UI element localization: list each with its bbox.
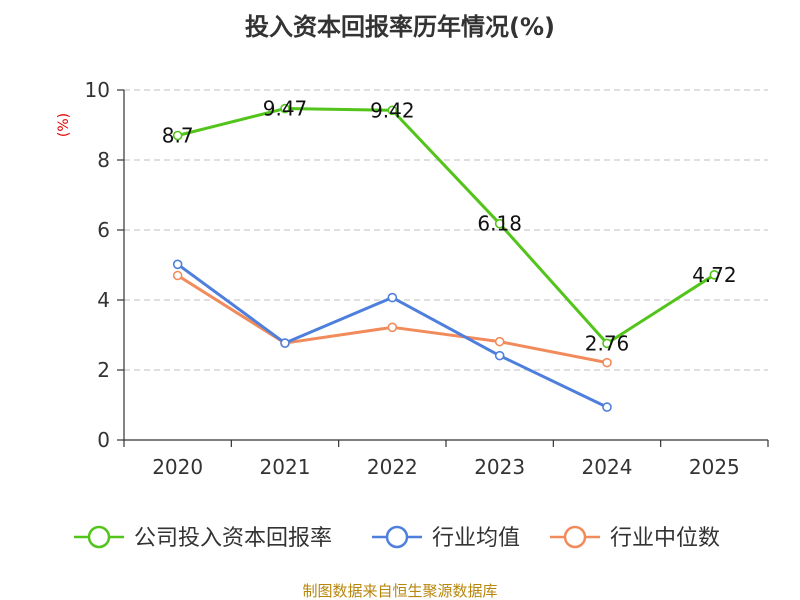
data-label: 4.72 — [692, 263, 737, 287]
series-line — [176, 274, 608, 365]
data-point — [494, 350, 505, 361]
data-point — [387, 292, 398, 303]
x-tick-label: 2021 — [260, 455, 311, 479]
x-tick-label: 2025 — [689, 455, 740, 479]
legend-label: 行业中位数 — [610, 526, 720, 551]
data-point — [387, 105, 398, 116]
axes: 0 2 4 6 8 10 2020 2021 2022 2023 2024 2025 — [85, 78, 769, 479]
data-point — [280, 103, 290, 114]
x-tick-label: 2024 — [582, 455, 633, 479]
series-line — [176, 263, 608, 409]
y-tick-label: 2 — [97, 358, 110, 382]
legend-marker — [87, 525, 111, 549]
x-tick-label: 2020 — [152, 455, 203, 479]
legend-label: 行业均值 — [432, 526, 520, 551]
data-point — [172, 270, 183, 281]
x-tick-label: 2023 — [474, 455, 525, 479]
data-point — [387, 322, 398, 333]
data-point — [709, 269, 720, 280]
legend-marker — [563, 525, 587, 549]
y-tick-label: 10 — [85, 78, 110, 102]
data-label: 9.42 — [370, 98, 415, 122]
chart-title: 投入资本回报率历年情况(%) — [245, 13, 555, 41]
x-tick-label: 2022 — [367, 455, 418, 479]
data-label: 2.76 — [585, 331, 630, 355]
y-axis-unit-label: (%) — [56, 113, 72, 137]
legend-label: 公司投入资本回报率 — [134, 526, 332, 551]
data-point — [280, 338, 290, 348]
y-tick-label: 8 — [97, 148, 110, 172]
series-line — [177, 107, 716, 345]
grid-lines — [124, 89, 768, 371]
data-point — [494, 336, 505, 347]
data-labels: 8.7 9.47 9.42 6.18 2.76 4.72 — [162, 97, 737, 356]
data-point — [602, 338, 612, 349]
legend-marker — [385, 525, 409, 549]
y-tick-label: 0 — [97, 428, 110, 452]
source-note: 制图数据来自恒生聚源数据库 — [302, 582, 497, 600]
data-point — [602, 357, 612, 368]
data-label: 6.18 — [477, 212, 522, 236]
data-label: 9.47 — [263, 97, 308, 121]
legend: 公司投入资本回报率 行业均值 行业中位数 — [74, 525, 720, 551]
data-point — [172, 130, 183, 141]
data-point — [602, 402, 612, 412]
y-tick-label: 4 — [97, 288, 110, 312]
data-label: 8.7 — [162, 124, 194, 148]
data-point — [494, 218, 505, 229]
y-tick-label: 6 — [97, 218, 110, 242]
data-point — [172, 259, 183, 270]
series-lines — [172, 103, 720, 412]
